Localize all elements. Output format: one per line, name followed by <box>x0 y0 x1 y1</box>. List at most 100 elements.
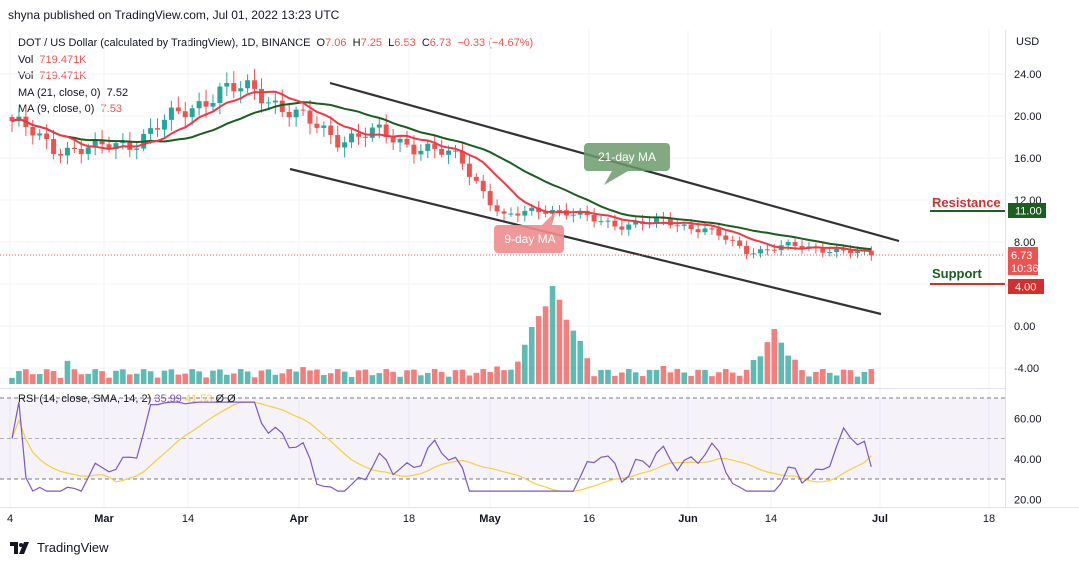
lower-trendline[interactable] <box>289 167 882 316</box>
volume-bar <box>369 375 376 384</box>
candle-body <box>764 249 770 251</box>
footer-brand[interactable]: TradingView <box>10 540 109 555</box>
rsi-band <box>0 398 1005 479</box>
candle-body <box>598 221 604 223</box>
candle-body <box>612 220 618 227</box>
volume-bar <box>722 369 729 384</box>
candle-body <box>113 143 119 150</box>
candle-body <box>238 88 244 92</box>
volume-bar <box>106 377 112 384</box>
volume-bar <box>750 360 757 384</box>
close-value: 6.73 <box>429 37 452 49</box>
price-tick-label: 20.00 <box>1014 111 1042 123</box>
volume-bar <box>452 370 459 384</box>
volume-bar <box>397 376 403 384</box>
ma9-callout-text: 9-day MA <box>504 232 555 246</box>
vol-label: Vol <box>18 53 34 66</box>
volume-bar <box>348 376 355 384</box>
ma9-callout[interactable]: 9-day MA <box>494 211 564 253</box>
rsi-tick-label: 60.00 <box>1014 413 1042 425</box>
rsi-axis[interactable]: 60.00 40.00 20.00 <box>1014 413 1042 506</box>
rsi-value: 35.99 <box>154 393 182 405</box>
candle-body <box>792 242 798 246</box>
candle-body <box>785 242 791 246</box>
currency-label[interactable]: USD <box>1016 36 1039 48</box>
volume-bar <box>466 375 473 384</box>
volume-bar <box>43 369 50 384</box>
volume-bar <box>411 369 417 384</box>
volume-bar <box>556 299 563 384</box>
candle-body <box>674 225 680 227</box>
volume-bar <box>355 370 362 384</box>
candle-body <box>868 250 874 256</box>
price-tick-label: 16.00 <box>1014 153 1042 165</box>
candle-body <box>300 109 306 111</box>
volume-bar <box>314 369 320 384</box>
volume-bar <box>9 378 15 384</box>
candle-body <box>723 235 729 240</box>
candle-body <box>148 128 154 134</box>
ma21-row[interactable]: MA (21, close, 0) 7.52 <box>18 85 533 102</box>
symbol-title[interactable]: DOT / US Dollar (calculated by TradingVi… <box>18 37 311 49</box>
time-axis[interactable]: 4 Mar 14 Apr 18 May 16 Jun 14 Jul 18 <box>7 513 995 525</box>
ohlc-row: DOT / US Dollar (calculated by TradingVi… <box>18 35 533 52</box>
volume-bar <box>833 375 840 384</box>
candle-body <box>9 117 15 122</box>
candle-body <box>425 143 431 151</box>
volume-bar <box>293 371 299 384</box>
volume-bar <box>515 361 521 384</box>
rsi-line[interactable] <box>11 401 872 492</box>
volume-bar <box>577 341 584 384</box>
ma21-callout[interactable]: 21-day MA <box>584 143 670 185</box>
volume-bar <box>210 370 216 384</box>
volume-bar <box>473 372 480 384</box>
rsi-sma-line[interactable] <box>11 401 872 492</box>
candle-body <box>820 248 826 253</box>
ma21-callout-text: 21-day MA <box>598 150 656 164</box>
ma9-row[interactable]: MA (9, close, 0) 7.53 <box>18 101 533 118</box>
candle-body <box>155 128 161 130</box>
candle-body <box>99 139 105 145</box>
candle-body <box>314 123 320 128</box>
volume-bar <box>390 371 396 384</box>
candle-body <box>702 228 708 233</box>
rsi-sma-value: 41.53 <box>184 393 213 405</box>
candle-body <box>418 150 424 155</box>
vol-value: 719.471K <box>39 70 87 82</box>
volume-bar <box>418 375 424 384</box>
volume-bar <box>501 370 507 384</box>
candles[interactable] <box>9 68 874 261</box>
volume-bar <box>383 369 390 384</box>
vol-row-1[interactable]: Vol 719.471K <box>18 52 533 69</box>
ma9-value: 7.53 <box>100 103 122 115</box>
candle-body <box>459 151 465 164</box>
volume-bar <box>528 327 535 384</box>
candle-body <box>252 80 258 89</box>
ma21-line[interactable] <box>11 101 872 251</box>
volume-bar <box>120 369 126 384</box>
rsi-legend[interactable]: RSI (14, close, SMA, 14, 2) 35.99 41.53 … <box>18 393 236 405</box>
volume-bar <box>702 369 708 384</box>
footer-text: TradingView <box>37 540 109 555</box>
time-tick-label: Jun <box>678 513 698 525</box>
volume-bar <box>612 375 618 384</box>
time-tick-label: 18 <box>403 513 415 525</box>
ma9-line[interactable] <box>11 90 872 253</box>
volume-bar <box>660 366 667 384</box>
volume-bar <box>404 370 410 384</box>
high-label: H <box>352 37 361 49</box>
volume-bar <box>307 370 313 384</box>
volume-bar <box>237 369 244 384</box>
volume-bar <box>757 356 764 384</box>
volume-bar <box>806 376 812 384</box>
volume-bar <box>23 369 29 384</box>
vol-row-2[interactable]: Vol 719.471K <box>18 68 533 85</box>
volume-bar <box>639 376 646 384</box>
vol-value: 719.471K <box>39 53 87 66</box>
candle-body <box>217 86 223 103</box>
candle-body <box>681 224 687 226</box>
candle-body <box>570 214 576 216</box>
last-price-badge <box>1008 247 1038 275</box>
